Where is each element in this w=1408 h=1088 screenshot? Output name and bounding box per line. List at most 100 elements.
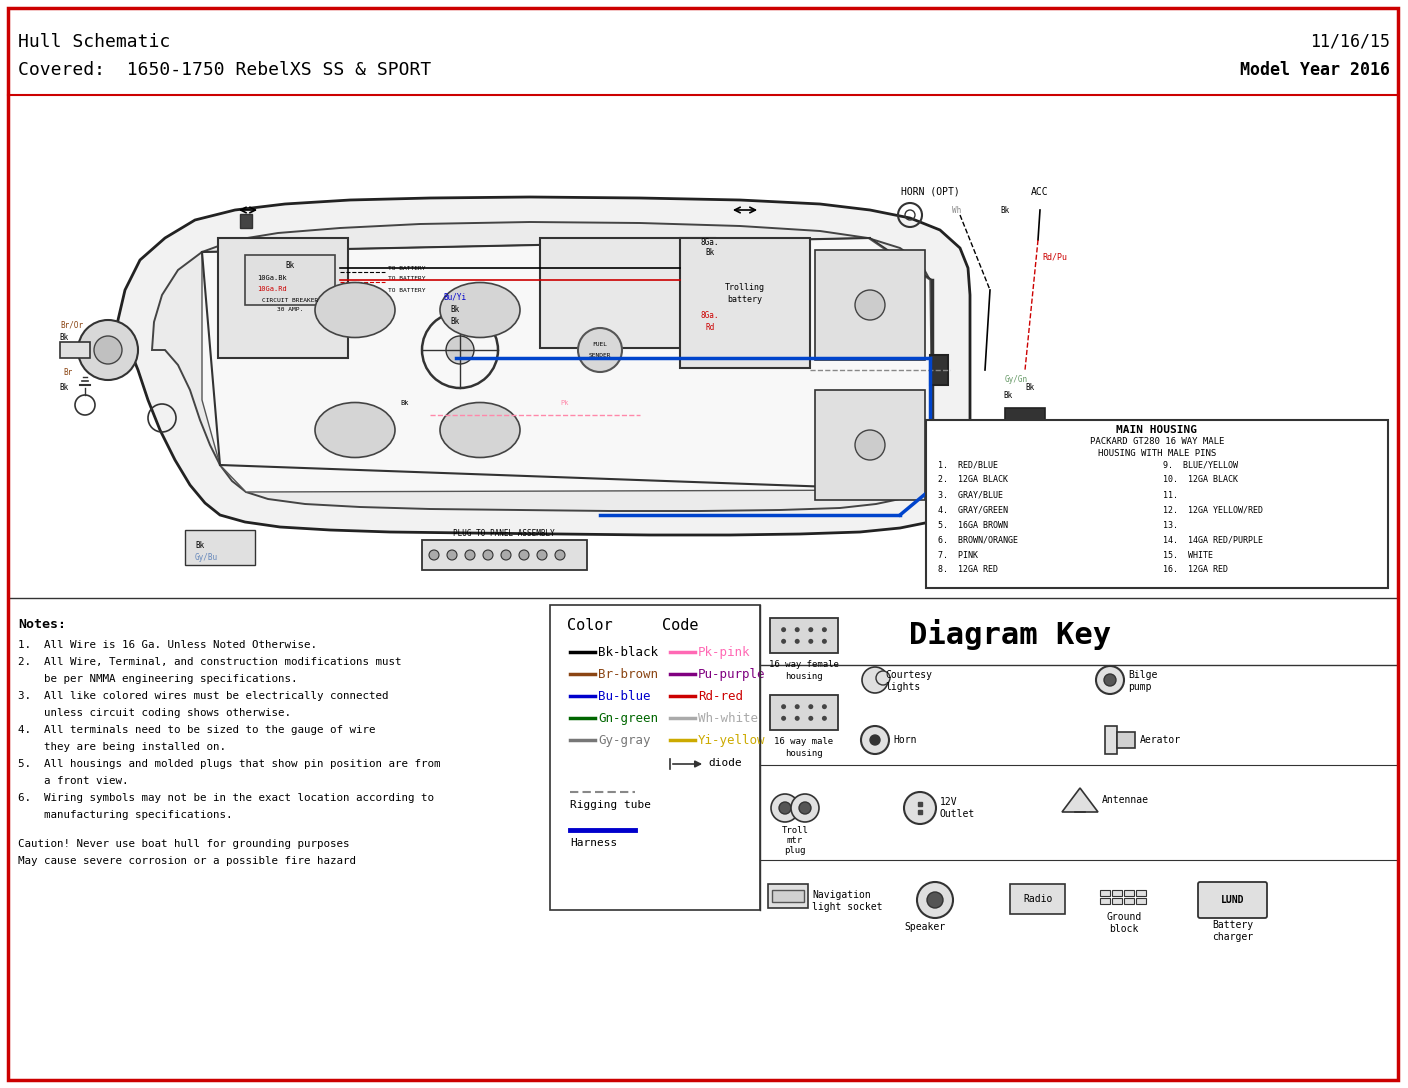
Text: Ground: Ground: [1107, 912, 1142, 922]
Text: Covered:  1650-1750 RebelXS SS & SPORT: Covered: 1650-1750 RebelXS SS & SPORT: [18, 61, 431, 79]
Circle shape: [808, 627, 814, 632]
Text: Rd: Rd: [705, 323, 715, 332]
Text: 9.  BLUE/YELLOW: 9. BLUE/YELLOW: [1163, 460, 1238, 470]
Text: HORN (OPT): HORN (OPT): [901, 187, 959, 197]
Circle shape: [876, 671, 890, 685]
Text: 13.: 13.: [1163, 520, 1178, 530]
Circle shape: [798, 802, 811, 814]
Text: CIRCUIT BREAKER: CIRCUIT BREAKER: [262, 298, 318, 302]
Bar: [931, 355, 948, 385]
Circle shape: [1095, 666, 1124, 694]
Circle shape: [781, 627, 786, 632]
Text: Rd-red: Rd-red: [698, 690, 743, 703]
Text: 2.  All Wire, Terminal, and construction modifications must: 2. All Wire, Terminal, and construction …: [18, 657, 401, 667]
Text: Rigging tube: Rigging tube: [570, 800, 650, 809]
Text: 10.  12GA BLACK: 10. 12GA BLACK: [1163, 475, 1238, 484]
Text: Outlet: Outlet: [941, 809, 976, 819]
Circle shape: [77, 320, 138, 380]
Text: Yi-yellow: Yi-yellow: [698, 734, 766, 747]
Circle shape: [1104, 673, 1117, 687]
Circle shape: [536, 551, 546, 560]
Circle shape: [794, 716, 800, 721]
Text: 6.  BROWN/ORANGE: 6. BROWN/ORANGE: [938, 535, 1018, 544]
Circle shape: [904, 792, 936, 824]
Bar: [1005, 408, 1045, 422]
Text: battery: battery: [728, 295, 763, 304]
Text: Br-brown: Br-brown: [598, 668, 658, 681]
Text: 16.  12GA RED: 16. 12GA RED: [1163, 566, 1228, 574]
Text: Navigation: Navigation: [812, 890, 870, 900]
Text: Wh-white: Wh-white: [698, 712, 758, 725]
Text: plug: plug: [784, 846, 805, 855]
Circle shape: [429, 551, 439, 560]
Bar: [1136, 890, 1146, 897]
Bar: [1100, 890, 1110, 897]
Text: 1.  All Wire is 16 Ga. Unless Noted Otherwise.: 1. All Wire is 16 Ga. Unless Noted Other…: [18, 640, 317, 650]
Circle shape: [579, 327, 622, 372]
Circle shape: [917, 882, 953, 918]
Text: PACKARD GT280 16 WAY MALE: PACKARD GT280 16 WAY MALE: [1090, 437, 1224, 446]
Bar: [184, 530, 255, 565]
Text: Notes:: Notes:: [18, 618, 66, 631]
Polygon shape: [201, 238, 932, 492]
Text: 8.  12GA RED: 8. 12GA RED: [938, 566, 998, 574]
Text: Gy/Gn: Gy/Gn: [1005, 375, 1028, 384]
Bar: [245, 255, 335, 305]
Text: Bk: Bk: [705, 248, 715, 257]
Text: Horn: Horn: [893, 735, 917, 745]
Text: 10Ga.Rd: 10Ga.Rd: [258, 286, 287, 292]
Ellipse shape: [315, 283, 396, 337]
Bar: [680, 238, 810, 368]
Bar: [1124, 898, 1133, 904]
Text: be per NMMA engineering specifications.: be per NMMA engineering specifications.: [18, 673, 297, 684]
Circle shape: [822, 704, 826, 709]
Circle shape: [822, 627, 826, 632]
Ellipse shape: [315, 403, 396, 457]
Text: light socket: light socket: [812, 902, 883, 912]
Ellipse shape: [439, 283, 520, 337]
Text: May cause severe corrosion or a possible fire hazard: May cause severe corrosion or a possible…: [18, 856, 356, 866]
Bar: [1112, 890, 1122, 897]
Text: Color: Color: [567, 618, 612, 633]
Bar: [541, 238, 715, 348]
Text: Battery: Battery: [1212, 920, 1253, 930]
Text: TO BATTERY: TO BATTERY: [389, 276, 425, 282]
Text: Aerator: Aerator: [1140, 735, 1181, 745]
Text: Wh: Wh: [952, 206, 962, 215]
Text: 12.  12GA YELLOW/RED: 12. 12GA YELLOW/RED: [1163, 506, 1263, 515]
Text: 11.: 11.: [1163, 491, 1178, 499]
Text: 1.  RED/BLUE: 1. RED/BLUE: [938, 460, 998, 470]
Text: mtr: mtr: [787, 836, 803, 845]
Text: Bu/Yi: Bu/Yi: [444, 293, 466, 302]
Text: 3.  GRAY/BLUE: 3. GRAY/BLUE: [938, 491, 1002, 499]
Polygon shape: [115, 197, 970, 535]
Circle shape: [772, 794, 798, 823]
Bar: [1117, 732, 1135, 749]
Text: Caution! Never use boat hull for grounding purposes: Caution! Never use boat hull for groundi…: [18, 839, 349, 849]
Text: Bk-black: Bk-black: [598, 646, 658, 659]
Circle shape: [446, 551, 458, 560]
Circle shape: [822, 639, 826, 644]
Bar: [772, 890, 804, 902]
Bar: [918, 802, 922, 806]
Text: Bk: Bk: [59, 333, 69, 342]
Circle shape: [862, 726, 888, 754]
Text: 3.  All like colored wires must be electrically connected: 3. All like colored wires must be electr…: [18, 691, 389, 701]
Text: Pu-purple: Pu-purple: [698, 668, 766, 681]
Circle shape: [781, 639, 786, 644]
Bar: [815, 390, 925, 500]
Circle shape: [781, 704, 786, 709]
Text: 6.  Wiring symbols may not be in the exact location according to: 6. Wiring symbols may not be in the exac…: [18, 793, 434, 803]
Text: 15.  WHITE: 15. WHITE: [1163, 551, 1214, 559]
Text: 7.  PINK: 7. PINK: [938, 551, 979, 559]
Text: 5.  All housings and molded plugs that show pin position are from: 5. All housings and molded plugs that sh…: [18, 759, 441, 769]
Bar: [770, 695, 838, 730]
Circle shape: [794, 639, 800, 644]
Text: LUND: LUND: [1221, 895, 1245, 905]
Text: Hull Schematic: Hull Schematic: [18, 33, 170, 51]
Text: block: block: [1110, 924, 1139, 934]
Circle shape: [555, 551, 565, 560]
Circle shape: [808, 704, 814, 709]
Circle shape: [791, 794, 819, 823]
Text: Bilge: Bilge: [1128, 670, 1157, 680]
